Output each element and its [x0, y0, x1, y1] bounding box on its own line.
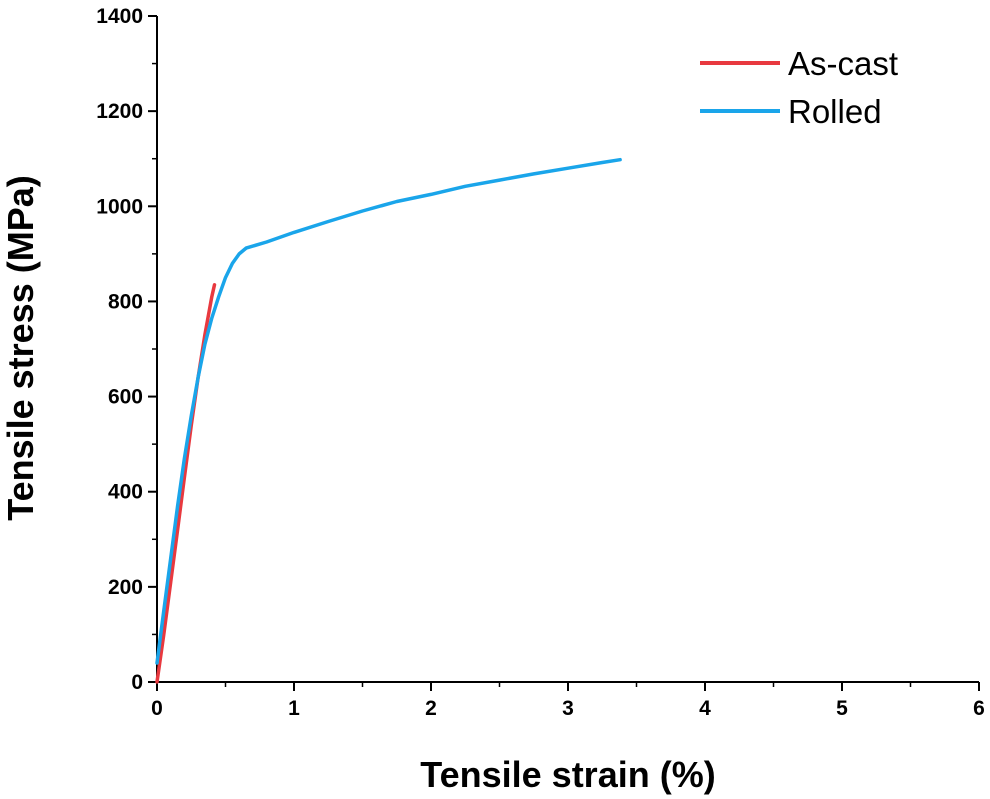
- x-axis: 0 1 2 3 4 5 6: [151, 682, 985, 720]
- legend-label-as-cast: As-cast: [788, 45, 898, 82]
- x-tick-label: 5: [836, 697, 848, 720]
- x-tick-label: 3: [562, 697, 574, 720]
- x-tick-label: 6: [973, 697, 985, 720]
- y-tick-label: 600: [108, 386, 143, 409]
- y-tick-label: 400: [108, 481, 143, 504]
- x-tick-label: 2: [425, 697, 437, 720]
- series-line-rolled: [155, 157, 622, 665]
- legend-label-rolled: Rolled: [788, 93, 882, 130]
- series-layer: [155, 157, 622, 684]
- y-tick-label: 1000: [96, 195, 143, 218]
- y-axis: 0 200 400 600 800 1000 1200 1400: [96, 5, 157, 694]
- y-tick-label: 0: [131, 671, 143, 694]
- x-tick-label: 1: [288, 697, 300, 720]
- y-axis-title: Tensile stress (MPa): [0, 175, 41, 520]
- y-tick-label: 1400: [96, 5, 143, 28]
- x-axis-title: Tensile strain (%): [420, 754, 715, 795]
- legend: As-cast Rolled: [700, 45, 898, 130]
- y-tick-label: 1200: [96, 100, 143, 123]
- y-tick-label: 800: [108, 290, 143, 313]
- y-tick-label: 200: [108, 576, 143, 599]
- x-tick-label: 0: [151, 697, 163, 720]
- x-tick-label: 4: [699, 697, 711, 720]
- series-line-as-cast: [155, 283, 217, 684]
